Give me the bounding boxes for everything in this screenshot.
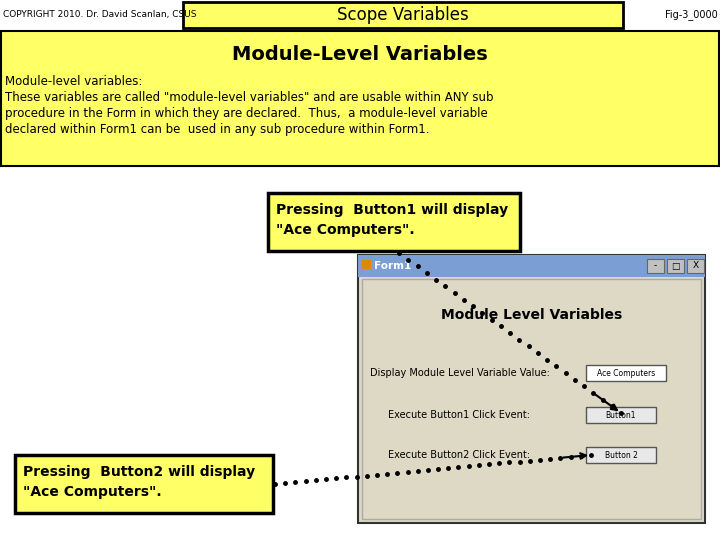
FancyBboxPatch shape: [358, 255, 705, 277]
Text: X: X: [693, 261, 698, 271]
Text: -: -: [654, 261, 657, 271]
Text: These variables are called "module-level variables" and are usable within ANY su: These variables are called "module-level…: [5, 91, 493, 104]
Text: Module-level variables:: Module-level variables:: [5, 75, 143, 88]
FancyBboxPatch shape: [667, 259, 684, 273]
Text: "Ace Computers".: "Ace Computers".: [276, 223, 415, 237]
FancyBboxPatch shape: [15, 455, 273, 513]
FancyBboxPatch shape: [586, 365, 666, 381]
FancyBboxPatch shape: [586, 407, 656, 423]
Text: Fig-3_0000: Fig-3_0000: [665, 10, 718, 21]
Text: Execute Button2 Click Event:: Execute Button2 Click Event:: [388, 450, 530, 460]
Text: Module-Level Variables: Module-Level Variables: [232, 45, 488, 64]
FancyBboxPatch shape: [358, 255, 705, 523]
FancyBboxPatch shape: [362, 260, 371, 269]
Text: Display Module Level Variable Value:: Display Module Level Variable Value:: [370, 368, 550, 378]
Text: procedure in the Form in which they are declared.  Thus,  a module-level variabl: procedure in the Form in which they are …: [5, 107, 487, 120]
Text: "Ace Computers".: "Ace Computers".: [23, 485, 161, 499]
FancyBboxPatch shape: [647, 259, 664, 273]
Text: Pressing  Button1 will display: Pressing Button1 will display: [276, 203, 508, 217]
Text: declared within Form1 can be  used in any sub procedure within Form1.: declared within Form1 can be used in any…: [5, 123, 430, 136]
Text: Scope Variables: Scope Variables: [337, 6, 469, 24]
Text: Button 2: Button 2: [605, 450, 637, 460]
Text: Module Level Variables: Module Level Variables: [441, 308, 622, 322]
FancyBboxPatch shape: [268, 193, 520, 251]
Text: Execute Button1 Click Event:: Execute Button1 Click Event:: [388, 410, 530, 420]
Text: Button1: Button1: [606, 410, 636, 420]
Text: COPYRIGHT 2010. Dr. David Scanlan, CSUS: COPYRIGHT 2010. Dr. David Scanlan, CSUS: [3, 10, 197, 19]
Text: Form1: Form1: [374, 261, 411, 271]
FancyBboxPatch shape: [362, 279, 701, 519]
FancyBboxPatch shape: [183, 2, 623, 28]
Text: □: □: [671, 261, 680, 271]
FancyBboxPatch shape: [586, 447, 656, 463]
Text: Pressing  Button2 will display: Pressing Button2 will display: [23, 465, 255, 479]
FancyBboxPatch shape: [687, 259, 704, 273]
FancyBboxPatch shape: [1, 31, 719, 166]
Text: Ace Computers: Ace Computers: [597, 368, 655, 377]
